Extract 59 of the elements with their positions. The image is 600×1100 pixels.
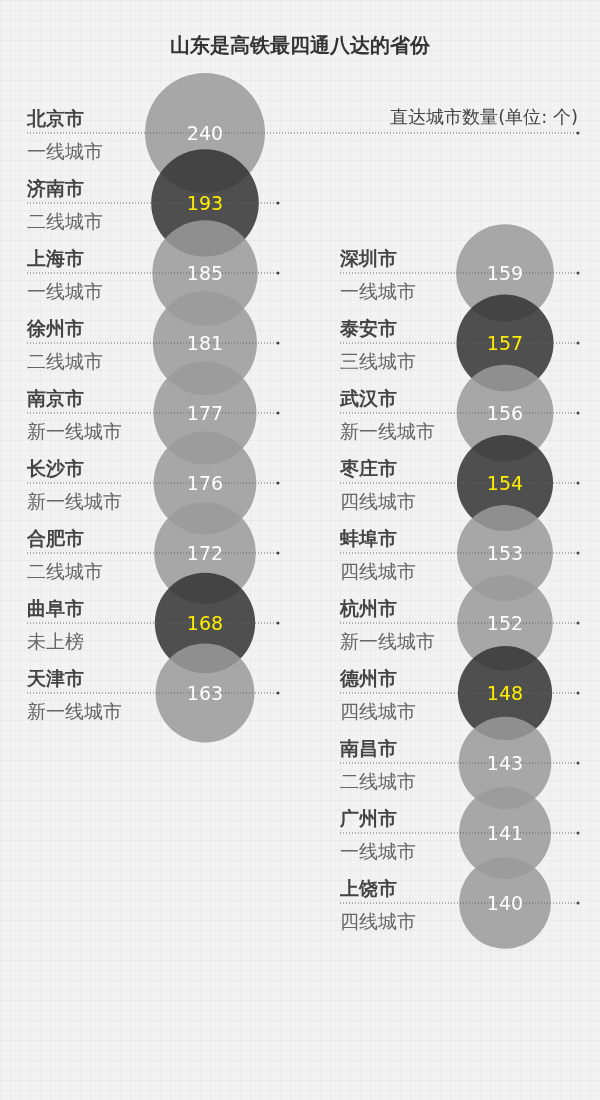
text: 四线城市 bbox=[340, 560, 416, 582]
data-label: 156 bbox=[486, 402, 524, 424]
text: 未上榜 bbox=[27, 630, 84, 652]
category-label: 南昌市 bbox=[339, 737, 397, 759]
category-label: 徐州市 bbox=[26, 317, 84, 339]
category-label: 北京市 bbox=[26, 107, 84, 129]
category-label: 上饶市 bbox=[339, 877, 397, 899]
data-label: 185 bbox=[186, 262, 224, 284]
text: 新一线城市 bbox=[340, 630, 435, 652]
data-label: 152 bbox=[486, 612, 524, 634]
data-label: 177 bbox=[186, 402, 224, 424]
text: 二线城市 bbox=[27, 210, 103, 232]
data-label: 176 bbox=[186, 472, 224, 494]
category-label: 曲阜市 bbox=[27, 597, 84, 619]
category-label: 杭州市 bbox=[339, 597, 397, 619]
text: 四线城市 bbox=[340, 910, 416, 932]
text: 一线城市 bbox=[340, 840, 416, 862]
data-label: 240 bbox=[186, 122, 224, 144]
category-label: 泰安市 bbox=[339, 317, 397, 339]
category-label: 上海市 bbox=[26, 247, 84, 269]
category-label: 天津市 bbox=[26, 667, 84, 689]
data-label: 172 bbox=[186, 542, 224, 564]
text: 一线城市 bbox=[27, 140, 103, 162]
data-label: 181 bbox=[186, 332, 224, 354]
text: 二线城市 bbox=[27, 350, 103, 372]
category-label: 长沙市 bbox=[26, 457, 84, 479]
text: 新一线城市 bbox=[27, 700, 122, 722]
category-label: 武汉市 bbox=[339, 387, 397, 409]
text: 一线城市 bbox=[340, 280, 416, 302]
data-label: 153 bbox=[486, 542, 524, 564]
text: 四线城市 bbox=[340, 490, 416, 512]
data-label: 193 bbox=[186, 192, 224, 214]
data-label: 148 bbox=[486, 682, 524, 704]
category-label: 济南市 bbox=[26, 177, 84, 199]
data-label: 168 bbox=[186, 612, 224, 634]
data-label: 143 bbox=[486, 752, 524, 774]
text: 新一线城市 bbox=[340, 420, 435, 442]
text: 山东是高铁最四通八达的省份 bbox=[170, 33, 431, 57]
text: 一线城市 bbox=[27, 280, 103, 302]
text: 二线城市 bbox=[340, 770, 416, 792]
text: 二线城市 bbox=[27, 560, 103, 582]
data-label: 159 bbox=[486, 262, 524, 284]
text: 新一线城市 bbox=[27, 490, 122, 512]
category-label: 德州市 bbox=[339, 667, 397, 689]
data-label: 140 bbox=[486, 892, 524, 914]
category-label: 合肥市 bbox=[26, 527, 84, 549]
category-label: 南京市 bbox=[26, 387, 84, 409]
text: 四线城市 bbox=[340, 700, 416, 722]
category-label: 蚌埠市 bbox=[339, 527, 397, 549]
data-label: 157 bbox=[486, 332, 524, 354]
data-label: 163 bbox=[186, 682, 224, 704]
data-label: 141 bbox=[486, 822, 524, 844]
data-label: 154 bbox=[486, 472, 524, 494]
text: 新一线城市 bbox=[27, 420, 122, 442]
text: 直达城市数量(单位: 个) bbox=[390, 106, 578, 127]
text: 三线城市 bbox=[340, 350, 416, 372]
category-label: 广州市 bbox=[339, 807, 397, 829]
category-label: 枣庄市 bbox=[339, 457, 397, 479]
category-label: 深圳市 bbox=[339, 247, 397, 269]
